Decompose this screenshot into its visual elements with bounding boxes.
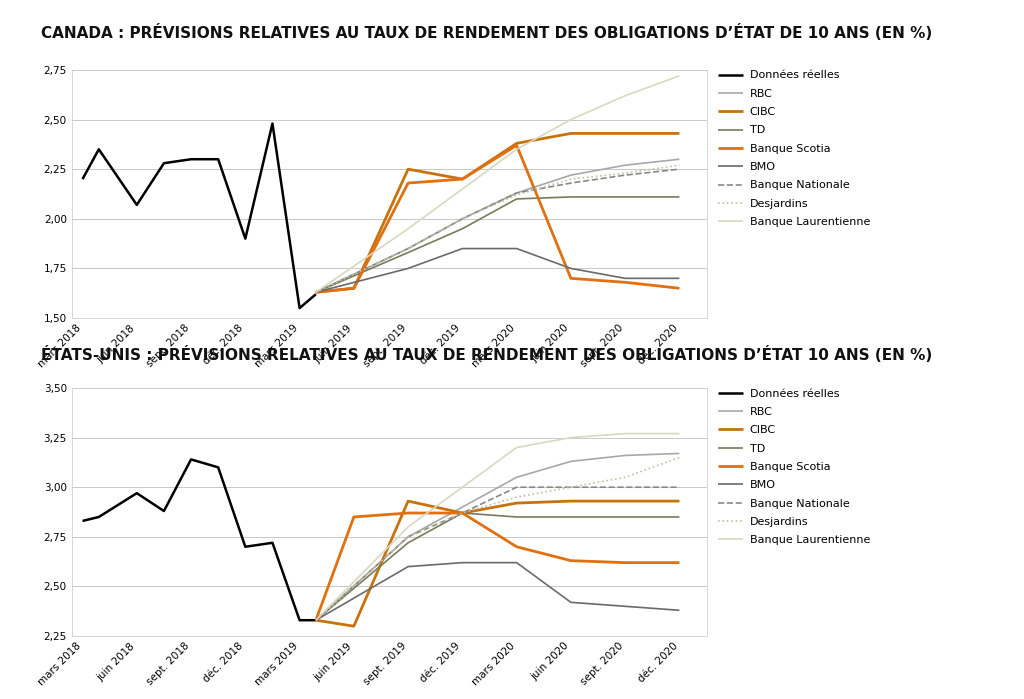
Legend: Données réelles, RBC, CIBC, TD, Banque Scotia, BMO, Banque Nationale, Desjardins: Données réelles, RBC, CIBC, TD, Banque S… <box>719 71 870 227</box>
Text: ÉTATS-UNIS : PRÉVISIONS RELATIVES AU TAUX DE RENDEMENT DES OBLIGATIONS D’ÉTAT 10: ÉTATS-UNIS : PRÉVISIONS RELATIVES AU TAU… <box>41 346 932 363</box>
Text: CANADA : PRÉVISIONS RELATIVES AU TAUX DE RENDEMENT DES OBLIGATIONS D’ÉTAT DE 10 : CANADA : PRÉVISIONS RELATIVES AU TAUX DE… <box>41 24 932 41</box>
Legend: Données réelles, RBC, CIBC, TD, Banque Scotia, BMO, Banque Nationale, Desjardins: Données réelles, RBC, CIBC, TD, Banque S… <box>719 389 870 545</box>
